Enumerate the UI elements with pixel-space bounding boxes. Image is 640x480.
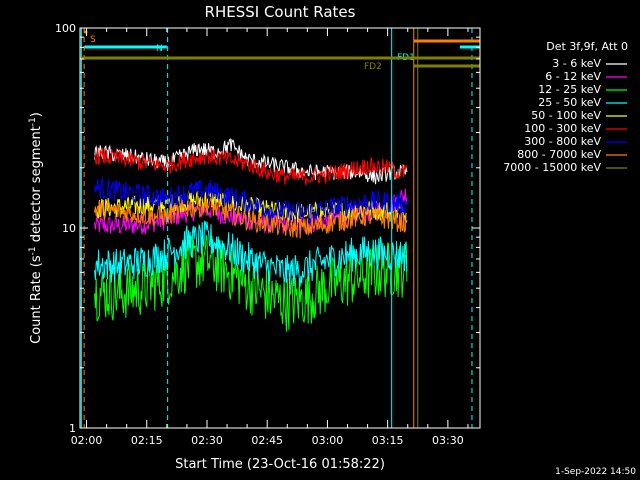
legend-label: 50 - 100 keV bbox=[531, 109, 601, 122]
legend-label: 800 - 7000 keV bbox=[517, 148, 601, 161]
series-line-300-800-keV-kev bbox=[94, 176, 408, 224]
y-tick-label: 10 bbox=[62, 222, 76, 235]
x-tick-label: 02:45 bbox=[251, 434, 283, 447]
y-axis-label-sup2: -1 bbox=[28, 117, 38, 126]
y-axis-label-sup1: -1 bbox=[28, 246, 38, 255]
legend-label: 3 - 6 keV bbox=[552, 57, 601, 70]
series-layer bbox=[94, 138, 408, 332]
legend-label: 300 - 800 keV bbox=[524, 135, 601, 148]
legend-label: 12 - 25 keV bbox=[538, 83, 601, 96]
legend-label: 25 - 50 keV bbox=[538, 96, 601, 109]
legend-header: Det 3f,9f, Att 0 bbox=[546, 40, 628, 53]
legend-label: 100 - 300 keV bbox=[524, 122, 601, 135]
y-axis-label-start: Count Rate (s bbox=[29, 255, 44, 344]
x-tick-label: 03:00 bbox=[312, 434, 344, 447]
legend-label: 7000 - 15000 keV bbox=[503, 161, 601, 174]
series-line-100-300-keV-kev bbox=[94, 147, 408, 186]
x-tick-label: 02:00 bbox=[71, 434, 103, 447]
series-line-25-50-keV-kev bbox=[94, 220, 408, 289]
flag-label-s: S bbox=[90, 35, 96, 45]
flag-label-fd2: FD2 bbox=[364, 62, 382, 72]
series-line-6-12-keV-kev bbox=[94, 188, 408, 236]
y-axis-label-mid: detector segment bbox=[29, 126, 44, 246]
axes: 02:00 02:15 02:30 02:45 03:00 03:15 03:30 1 10 10… bbox=[55, 22, 480, 447]
x-tick-label: 02:30 bbox=[191, 434, 223, 447]
footer-date: 1-Sep-2022 14:50 bbox=[555, 467, 636, 477]
x-tick-label: 02:15 bbox=[131, 434, 163, 447]
x-axis-label: Start Time (23-Oct-16 01:58:22) bbox=[175, 457, 385, 472]
y-axis-label: Count Rate (s-1 detector segment-1) bbox=[28, 112, 44, 344]
x-tick-label: 03:30 bbox=[432, 434, 464, 447]
legend-label: 6 - 12 keV bbox=[545, 70, 601, 83]
series-line-800-7000-keV-kev bbox=[94, 196, 408, 239]
x-tick-label: 03:15 bbox=[372, 434, 404, 447]
chart-title: RHESSI Count Rates bbox=[205, 3, 356, 21]
series-line-12-25-keV-kev bbox=[94, 235, 408, 332]
flag-label-n: N bbox=[156, 44, 163, 54]
y-tick-label: 100 bbox=[55, 22, 76, 35]
y-axis-label-end: ) bbox=[29, 112, 44, 117]
flag-bars: SNFD1FD2 bbox=[80, 30, 480, 72]
y-tick-label: 1 bbox=[69, 422, 76, 435]
